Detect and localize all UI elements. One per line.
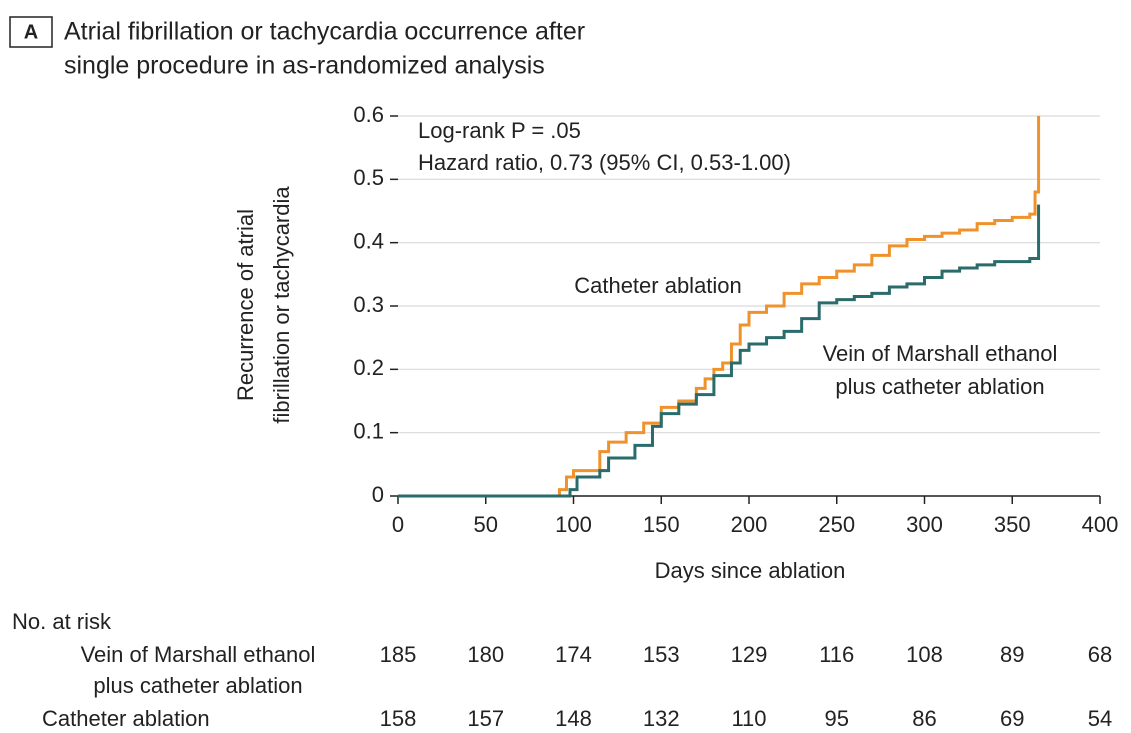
- x-tick-label: 200: [731, 512, 768, 537]
- x-tick-label: 150: [643, 512, 680, 537]
- x-tick-label: 300: [906, 512, 943, 537]
- y-tick-label: 0.2: [353, 355, 384, 380]
- series-label: plus catheter ablation: [835, 374, 1044, 399]
- chart-title: Atrial fibrillation or tachycardia occur…: [64, 18, 585, 46]
- risk-count: 95: [825, 706, 849, 731]
- risk-table-title: No. at risk: [12, 609, 112, 634]
- risk-count: 185: [380, 642, 417, 667]
- risk-count: 69: [1000, 706, 1024, 731]
- annotation: Hazard ratio, 0.73 (95% CI, 0.53-1.00): [418, 150, 791, 175]
- risk-count: 158: [380, 706, 417, 731]
- y-tick-label: 0.4: [353, 228, 384, 253]
- y-tick-label: 0: [372, 482, 384, 507]
- risk-count: 153: [643, 642, 680, 667]
- y-axis-label: Recurrence of atrial: [233, 209, 258, 401]
- km-curve: [398, 116, 1041, 498]
- x-tick-label: 0: [392, 512, 404, 537]
- risk-count: 116: [819, 642, 854, 667]
- risk-count: 180: [467, 642, 504, 667]
- annotation: Log-rank P = .05: [418, 118, 581, 143]
- y-tick-label: 0.6: [353, 102, 384, 127]
- panel-label: A: [24, 21, 38, 43]
- risk-count: 110: [731, 706, 766, 731]
- y-tick-label: 0.1: [353, 418, 384, 443]
- risk-count: 148: [555, 706, 592, 731]
- y-tick-label: 0.3: [353, 292, 384, 317]
- x-tick-label: 100: [555, 512, 592, 537]
- risk-row-label: Vein of Marshall ethanol: [81, 642, 316, 667]
- chart-title: single procedure in as-randomized analys…: [64, 52, 545, 80]
- x-tick-label: 350: [994, 512, 1031, 537]
- risk-count: 132: [643, 706, 680, 731]
- risk-count: 89: [1000, 642, 1024, 667]
- risk-count: 129: [731, 642, 768, 667]
- risk-count: 174: [555, 642, 592, 667]
- risk-row-label: plus catheter ablation: [93, 673, 302, 698]
- series-label: Vein of Marshall ethanol: [823, 341, 1058, 366]
- panel-box: [9, 16, 53, 48]
- risk-count: 86: [912, 706, 936, 731]
- x-tick-label: 400: [1082, 512, 1119, 537]
- x-axis-label: Days since ablation: [655, 558, 846, 583]
- risk-row-label: Catheter ablation: [42, 706, 210, 731]
- y-axis-label: fibrillation or tachycardia: [269, 186, 294, 424]
- x-tick-label: 50: [474, 512, 498, 537]
- risk-count: 54: [1088, 706, 1112, 731]
- x-tick-label: 250: [818, 512, 855, 537]
- y-tick-label: 0.5: [353, 165, 384, 190]
- risk-count: 108: [906, 642, 943, 667]
- series-label: Catheter ablation: [574, 273, 742, 298]
- risk-count: 68: [1088, 642, 1112, 667]
- risk-count: 157: [467, 706, 504, 731]
- km-curve: [398, 204, 1041, 498]
